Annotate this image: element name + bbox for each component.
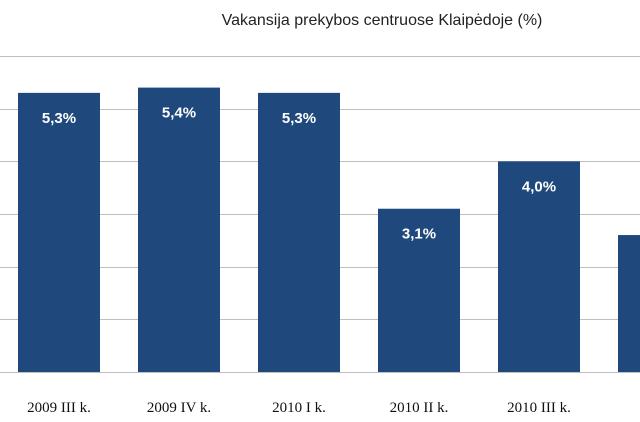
bar-3 — [378, 208, 460, 372]
x-tick-labels: 2009 III k. 2009 IV k. 2010 I k. 2010 II k.… — [27, 400, 571, 416]
x-tick-label-2: 2010 I k. — [272, 400, 326, 416]
data-label-0: 5,3% — [42, 110, 76, 127]
bar-2 — [258, 92, 340, 372]
data-label-4: 4,0% — [522, 178, 556, 195]
bars — [18, 87, 640, 372]
bar-5 — [618, 235, 640, 372]
data-label-2: 5,3% — [282, 110, 316, 127]
data-label-1: 5,4% — [162, 105, 196, 122]
x-tick-label-3: 2010 II k. — [390, 400, 449, 416]
x-tick-label-4: 2010 III k. — [507, 400, 571, 416]
data-labels: 5,3%5,4%5,3%3,1%4,0%2,6 — [42, 105, 556, 243]
chart-title: Vakansija prekybos centruose Klaipėdoje … — [222, 12, 543, 29]
bar-0 — [18, 92, 100, 372]
bar-4 — [498, 161, 580, 372]
data-label-3: 3,1% — [402, 226, 436, 243]
x-tick-label-0: 2009 III k. — [27, 400, 91, 416]
x-tick-label-1: 2009 IV k. — [147, 400, 211, 416]
bar-1 — [138, 87, 220, 372]
